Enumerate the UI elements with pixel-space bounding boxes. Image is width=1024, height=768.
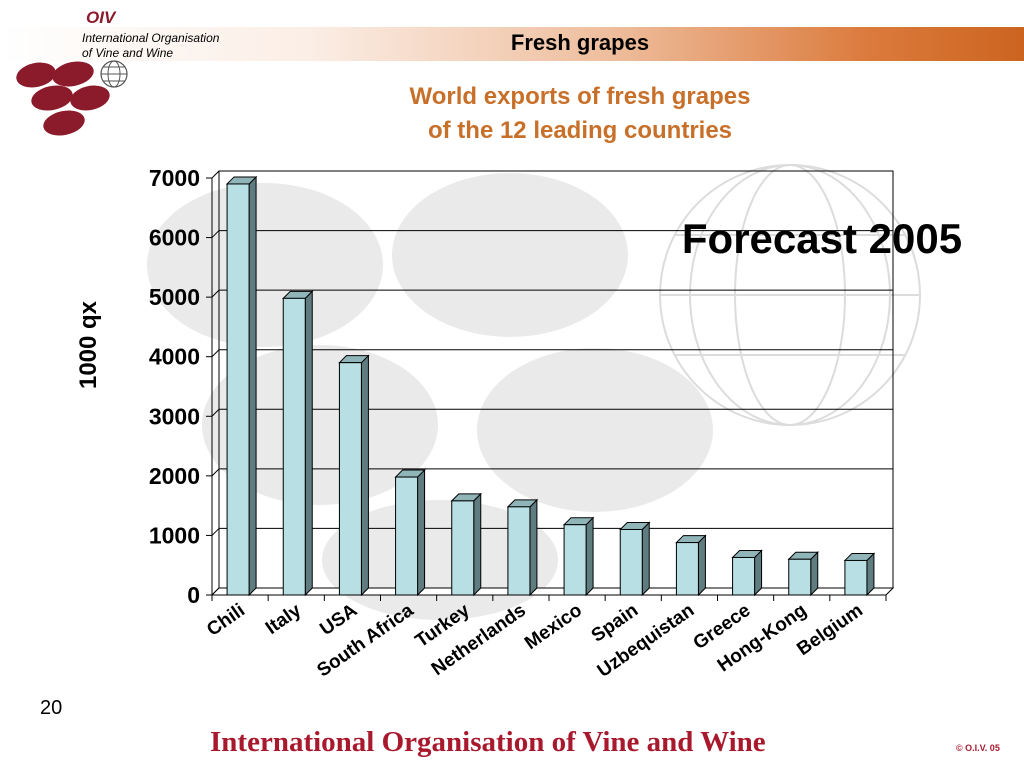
gridline-diagonal <box>211 528 220 536</box>
oiv-grapes-logo <box>16 60 128 136</box>
bar <box>507 506 531 596</box>
bar-side <box>417 468 426 597</box>
chart-title-line1: World exports of fresh grapes <box>409 83 751 110</box>
x-tick-label: USA <box>316 600 361 640</box>
x-tick-label: South Africa <box>313 600 417 682</box>
bar <box>675 542 699 596</box>
bar-side <box>304 290 313 597</box>
bar <box>395 476 419 596</box>
chart-title: World exports of fresh grapes of the 12 … <box>330 80 830 148</box>
y-tick-label: 2000 <box>149 463 200 489</box>
page-number: 20 <box>40 697 63 719</box>
copyright: © O.I.V. 05 <box>956 743 1000 753</box>
org-name-line2: of Vine and Wine <box>82 46 174 60</box>
bar <box>563 524 587 596</box>
bar <box>788 558 812 596</box>
bar-side <box>360 354 369 597</box>
x-tick-label: Italy <box>262 600 306 639</box>
bar-side <box>585 516 594 597</box>
bar <box>844 559 868 596</box>
bar-side <box>641 521 650 597</box>
bar <box>619 528 643 596</box>
gridline-diagonal <box>211 349 220 358</box>
footer-organisation: International Organisation of Vine and W… <box>210 726 766 758</box>
bar <box>732 556 756 596</box>
x-tick-label: Mexico <box>521 600 586 654</box>
y-tick-label: 0 <box>187 582 200 608</box>
gridline-diagonal <box>211 289 220 298</box>
y-axis-label: 1000 qx <box>75 300 102 389</box>
bar <box>226 183 250 596</box>
page-title: Fresh grapes <box>510 30 650 55</box>
bar-side <box>697 534 706 597</box>
y-tick-label: 4000 <box>149 344 200 370</box>
x-tick-label: Uzbequistan <box>594 600 699 682</box>
y-tick-label: 6000 <box>149 225 200 251</box>
forecast-annotation: Forecast 2005 <box>682 215 962 262</box>
bar-side <box>248 175 257 597</box>
bar <box>338 362 362 596</box>
bar <box>451 500 475 596</box>
x-tick-label: Chili <box>203 600 249 641</box>
y-tick-label: 3000 <box>149 403 200 429</box>
gridline-diagonal <box>211 408 220 417</box>
gridline-diagonal <box>211 170 220 179</box>
y-tick-label: 7000 <box>149 165 200 191</box>
bar-side <box>473 492 482 597</box>
chart-title-line2: of the 12 leading countries <box>427 117 733 144</box>
bar-side <box>754 549 763 597</box>
gridline-diagonal <box>211 230 220 238</box>
y-tick-label: 5000 <box>149 284 200 310</box>
gridline-diagonal <box>211 468 220 477</box>
header-bar <box>0 27 1024 61</box>
org-name-line1: International Organisation <box>82 31 220 45</box>
org-name: International Organisation of Vine and W… <box>82 31 219 61</box>
bar <box>282 297 306 596</box>
bar-side <box>529 498 538 597</box>
logo-text: OIV <box>86 8 116 27</box>
y-tick-label: 1000 <box>149 522 200 548</box>
